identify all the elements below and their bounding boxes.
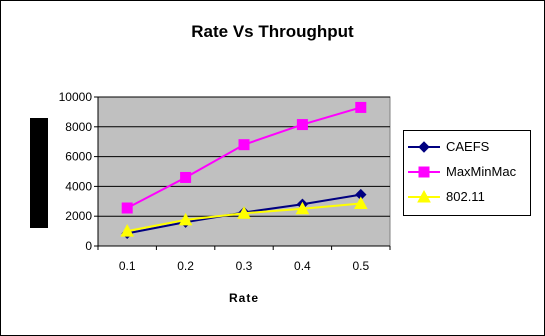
data-point-series-1 — [296, 119, 308, 131]
y-tick-label: 4000 — [65, 179, 92, 193]
x-tick-label: 0.3 — [236, 259, 253, 273]
y-tick-label: 0 — [85, 239, 92, 253]
y-tick-label: 6000 — [65, 150, 92, 164]
data-point-series-2 — [353, 196, 368, 210]
data-point-series-1 — [180, 171, 192, 183]
x-tick-label: 0.1 — [119, 259, 136, 273]
legend-swatch-2 — [408, 189, 440, 203]
data-point-series-1 — [355, 101, 367, 113]
y-tick-label: 8000 — [65, 120, 92, 134]
y-axis-label — [30, 118, 48, 228]
chart-title: Rate Vs Throughput — [191, 22, 354, 41]
y-tick-label: 10000 — [59, 90, 93, 104]
x-tick-label: 0.4 — [294, 259, 311, 273]
data-point-series-2 — [178, 212, 193, 226]
legend-label: MaxMinMac — [446, 164, 517, 179]
legend-swatch-1 — [408, 166, 440, 178]
y-tick-label: 2000 — [65, 209, 92, 223]
legend-entry: 802.11 — [408, 189, 528, 205]
data-point-series-2 — [237, 206, 251, 219]
data-point-series-1 — [238, 139, 250, 151]
y-axis-label-redaction — [30, 118, 48, 228]
legend-entry: MaxMinMac — [408, 164, 528, 180]
legend-label: 802.11 — [446, 189, 485, 204]
legend-swatch-0 — [408, 141, 440, 153]
x-axis-title: Rate — [229, 291, 259, 305]
plot-background — [97, 96, 391, 247]
data-point-series-2 — [295, 201, 310, 215]
x-tick-label: 0.2 — [177, 259, 194, 273]
x-tick-label: 0.5 — [352, 259, 369, 273]
legend: CAEFS MaxMinMac 802.11 — [403, 130, 531, 216]
legend-label: CAEFS — [446, 139, 490, 154]
legend-entry: CAEFS — [408, 139, 528, 155]
data-point-series-1 — [121, 202, 133, 214]
data-point-series-2 — [120, 224, 135, 237]
